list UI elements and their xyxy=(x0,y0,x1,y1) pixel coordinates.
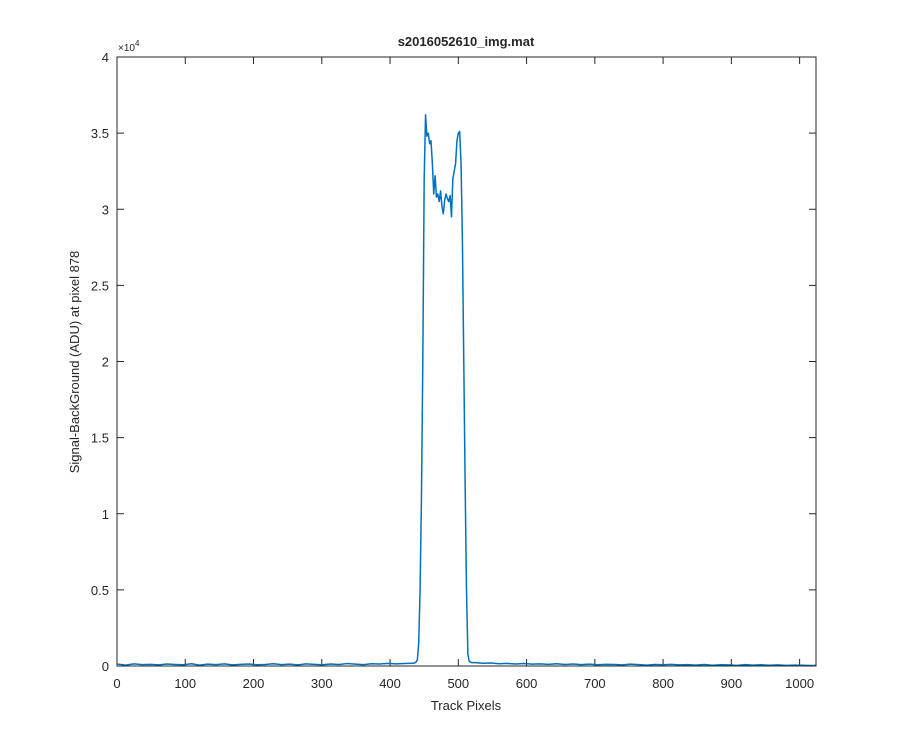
x-tick-label: 0 xyxy=(113,676,120,691)
y-tick-label: 1.5 xyxy=(91,431,109,446)
data-line xyxy=(117,114,817,667)
x-tick-label: 800 xyxy=(652,676,674,691)
y-tick-label: 3 xyxy=(102,202,109,217)
x-tick-label: 100 xyxy=(174,676,196,691)
x-tick-label: 500 xyxy=(447,676,469,691)
x-tick-label: 700 xyxy=(584,676,606,691)
y-tick-label: 0 xyxy=(102,659,109,674)
y-tick-label: 2.5 xyxy=(91,278,109,293)
multiplier-base: ×10 xyxy=(118,43,135,54)
multiplier-exponent: 4 xyxy=(135,39,140,48)
axes-box xyxy=(116,56,817,667)
x-axis-label: Track Pixels xyxy=(431,698,502,713)
x-tick-label: 200 xyxy=(243,676,265,691)
x-tick-label: 300 xyxy=(311,676,333,691)
y-tick-label: 1 xyxy=(102,507,109,522)
y-tick-label: 0.5 xyxy=(91,583,109,598)
y-tick-label: 4 xyxy=(102,50,109,65)
y-multiplier: ×104 xyxy=(118,39,140,54)
x-tick-label: 900 xyxy=(721,676,743,691)
chart-title: s2016052610_img.mat xyxy=(398,34,535,49)
x-tick-label: 400 xyxy=(379,676,401,691)
y-axis-label: Signal-BackGround (ADU) at pixel 878 xyxy=(67,251,82,474)
y-tick-label: 2 xyxy=(102,355,109,370)
x-tick-label: 1000 xyxy=(785,676,814,691)
y-tick-label: 3.5 xyxy=(91,126,109,141)
x-tick-label: 600 xyxy=(516,676,538,691)
